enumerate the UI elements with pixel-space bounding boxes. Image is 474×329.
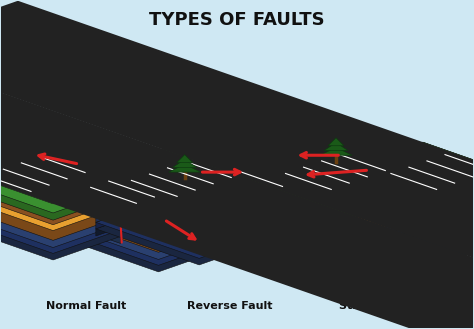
Polygon shape: [423, 163, 474, 205]
Polygon shape: [356, 159, 423, 187]
Polygon shape: [356, 198, 474, 258]
Polygon shape: [123, 183, 226, 229]
Polygon shape: [356, 151, 423, 182]
Polygon shape: [169, 164, 201, 172]
Polygon shape: [0, 15, 474, 329]
Polygon shape: [201, 160, 372, 220]
Polygon shape: [96, 199, 267, 258]
Polygon shape: [17, 181, 121, 224]
Polygon shape: [269, 166, 372, 212]
Text: Reverse Fault: Reverse Fault: [187, 301, 273, 311]
Polygon shape: [318, 151, 421, 194]
Polygon shape: [0, 188, 17, 217]
Polygon shape: [356, 142, 474, 202]
Polygon shape: [250, 159, 318, 187]
Polygon shape: [55, 165, 226, 225]
Polygon shape: [17, 144, 121, 190]
Polygon shape: [201, 156, 372, 215]
Polygon shape: [96, 165, 267, 225]
Polygon shape: [55, 206, 226, 265]
Polygon shape: [356, 163, 474, 223]
Polygon shape: [55, 172, 123, 200]
Polygon shape: [17, 171, 121, 217]
Polygon shape: [96, 186, 164, 216]
Polygon shape: [96, 170, 267, 230]
Polygon shape: [356, 179, 423, 210]
Polygon shape: [55, 177, 226, 237]
Polygon shape: [0, 200, 17, 231]
Polygon shape: [164, 149, 267, 194]
Polygon shape: [96, 193, 267, 253]
Polygon shape: [423, 142, 474, 188]
Polygon shape: [318, 159, 421, 199]
Text: Normal Fault: Normal Fault: [46, 301, 126, 311]
Polygon shape: [55, 165, 123, 196]
Polygon shape: [201, 183, 372, 242]
Polygon shape: [356, 192, 474, 251]
Polygon shape: [250, 192, 421, 251]
Polygon shape: [55, 177, 123, 206]
Polygon shape: [201, 195, 372, 255]
Polygon shape: [423, 179, 474, 222]
Polygon shape: [164, 193, 267, 235]
Polygon shape: [201, 176, 372, 236]
Polygon shape: [55, 156, 226, 216]
Polygon shape: [164, 170, 267, 212]
Polygon shape: [201, 176, 269, 207]
Polygon shape: [318, 169, 421, 215]
Polygon shape: [250, 163, 318, 192]
Polygon shape: [164, 205, 267, 248]
Polygon shape: [250, 142, 318, 175]
Polygon shape: [55, 212, 123, 243]
Polygon shape: [201, 189, 372, 248]
Polygon shape: [318, 186, 421, 228]
Polygon shape: [17, 188, 121, 230]
Polygon shape: [96, 193, 164, 222]
Polygon shape: [250, 169, 421, 229]
Polygon shape: [96, 158, 164, 189]
Polygon shape: [356, 151, 474, 211]
Polygon shape: [269, 160, 372, 202]
Polygon shape: [201, 166, 269, 199]
Polygon shape: [356, 186, 474, 245]
Polygon shape: [123, 206, 226, 248]
Polygon shape: [0, 144, 17, 177]
Polygon shape: [356, 163, 423, 192]
Polygon shape: [96, 149, 267, 209]
Polygon shape: [201, 148, 372, 208]
Polygon shape: [96, 170, 164, 199]
Polygon shape: [96, 199, 164, 229]
Polygon shape: [201, 195, 269, 226]
Polygon shape: [55, 212, 226, 272]
Polygon shape: [356, 179, 474, 239]
Polygon shape: [55, 172, 226, 232]
Polygon shape: [250, 163, 421, 223]
Polygon shape: [0, 171, 17, 204]
Polygon shape: [318, 179, 421, 222]
Polygon shape: [356, 142, 423, 175]
Polygon shape: [123, 192, 226, 236]
Polygon shape: [96, 158, 267, 218]
Polygon shape: [123, 172, 226, 213]
Polygon shape: [55, 192, 123, 223]
Polygon shape: [173, 160, 197, 167]
Polygon shape: [250, 179, 318, 210]
Polygon shape: [0, 161, 121, 220]
Polygon shape: [356, 186, 423, 215]
Polygon shape: [250, 169, 318, 202]
Polygon shape: [328, 138, 344, 146]
Polygon shape: [0, 8, 474, 329]
Polygon shape: [423, 159, 474, 199]
Polygon shape: [250, 151, 421, 211]
Polygon shape: [164, 176, 267, 222]
Polygon shape: [250, 151, 318, 182]
Polygon shape: [55, 192, 226, 252]
Polygon shape: [17, 161, 121, 201]
Polygon shape: [423, 169, 474, 215]
Polygon shape: [0, 171, 121, 231]
Polygon shape: [0, 181, 121, 240]
Polygon shape: [250, 142, 421, 202]
Polygon shape: [96, 149, 164, 182]
